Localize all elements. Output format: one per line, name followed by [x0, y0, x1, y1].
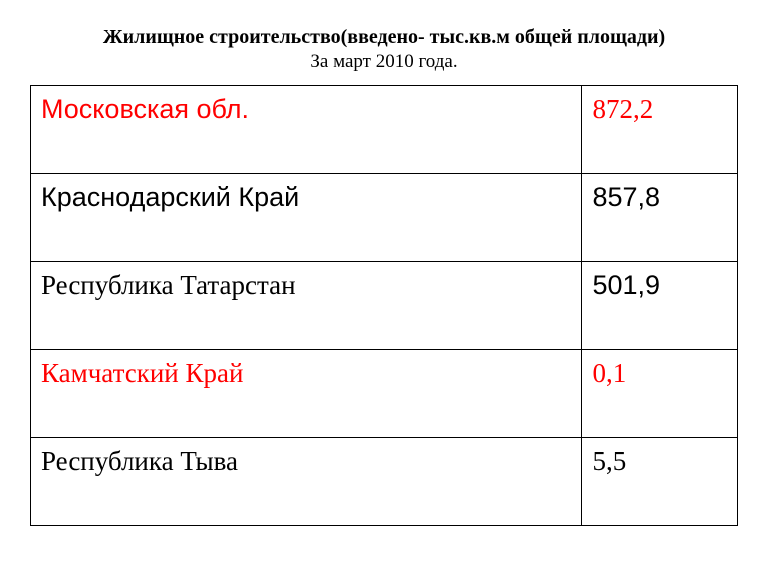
title-block: Жилищное строительство(введено- тыс.кв.м… — [30, 24, 738, 75]
table-row: Московская обл. 872,2 — [31, 85, 738, 173]
table-row: Республика Татарстан 501,9 — [31, 261, 738, 349]
region-cell: Республика Татарстан — [31, 261, 582, 349]
region-cell: Республика Тыва — [31, 437, 582, 525]
value-cell: 501,9 — [582, 261, 738, 349]
title-subtitle: За март 2010 года. — [30, 50, 738, 75]
table-row: Республика Тыва 5,5 — [31, 437, 738, 525]
housing-table: Московская обл. 872,2 Краснодарский Край… — [30, 85, 738, 526]
title-main: Жилищное строительство(введено- тыс.кв.м… — [30, 24, 738, 50]
table-row: Краснодарский Край 857,8 — [31, 173, 738, 261]
region-cell: Краснодарский Край — [31, 173, 582, 261]
table-row: Камчатский Край 0,1 — [31, 349, 738, 437]
value-cell: 5,5 — [582, 437, 738, 525]
region-cell: Московская обл. — [31, 85, 582, 173]
value-cell: 872,2 — [582, 85, 738, 173]
region-cell: Камчатский Край — [31, 349, 582, 437]
value-cell: 0,1 — [582, 349, 738, 437]
value-cell: 857,8 — [582, 173, 738, 261]
